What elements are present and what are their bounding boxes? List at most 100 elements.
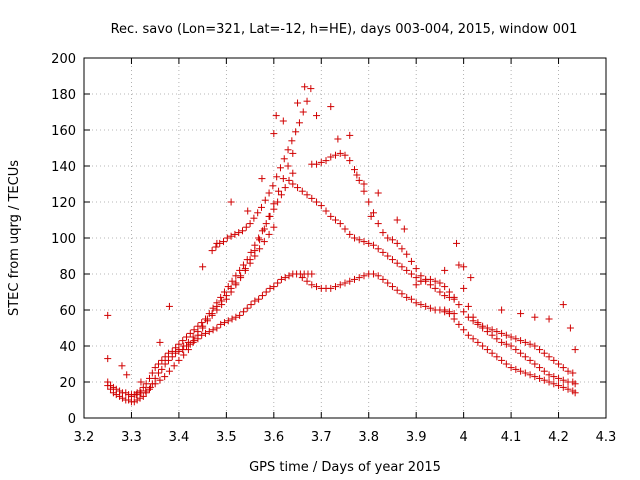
data-point [417, 277, 425, 285]
data-point [526, 371, 534, 379]
data-point [255, 234, 263, 242]
data-point [412, 265, 420, 273]
data-point [224, 317, 232, 325]
data-point [184, 346, 192, 354]
data-point [236, 311, 244, 319]
y-tick-label: 60 [59, 304, 76, 319]
data-point [388, 256, 396, 264]
data-point [161, 353, 169, 361]
data-point [498, 306, 506, 314]
data-point [298, 187, 306, 195]
tick-layer: 3.2 3.3 3.4 3.5 3.6 3.7 3.8 3.9 4 4.1 4.2 4.3 0 20 40 6… [51, 52, 616, 445]
data-point [498, 338, 506, 346]
data-point [258, 175, 266, 183]
data-point [265, 230, 273, 238]
data-point [441, 266, 449, 274]
data-point [246, 220, 254, 228]
data-point [379, 248, 387, 256]
data-point [374, 220, 382, 228]
data-point [137, 389, 145, 397]
data-point [517, 367, 525, 375]
y-tick-label: 20 [59, 376, 76, 391]
data-point [180, 342, 188, 350]
data-point [360, 238, 368, 246]
data-point [555, 374, 563, 382]
data-point [545, 315, 553, 323]
data-point [322, 157, 330, 165]
data-point [201, 329, 209, 337]
data-point [227, 198, 235, 206]
data-point [270, 223, 278, 231]
data-point [175, 356, 183, 364]
data-point [507, 364, 515, 372]
data-point [273, 173, 281, 181]
data-point [360, 187, 368, 195]
data-point [265, 189, 273, 197]
data-point [183, 333, 191, 341]
data-point [224, 283, 232, 291]
x-tick-label: 3.7 [311, 430, 332, 445]
data-point [545, 353, 553, 361]
data-point [227, 232, 235, 240]
y-tick-label: 180 [51, 88, 76, 103]
data-point [239, 308, 247, 316]
data-point [270, 130, 278, 138]
x-tick-label: 3.9 [406, 430, 427, 445]
data-point [379, 229, 387, 237]
data-point [148, 369, 156, 377]
data-point [228, 277, 236, 285]
data-point [244, 207, 252, 215]
data-point [327, 212, 335, 220]
data-point [379, 275, 387, 283]
data-point [303, 97, 311, 105]
data-point [431, 277, 439, 285]
data-point [388, 283, 396, 291]
data-point [564, 385, 572, 393]
data-point [545, 371, 553, 379]
data-point [281, 184, 289, 192]
data-point [350, 275, 358, 283]
data-point [294, 184, 302, 192]
data-point [536, 374, 544, 382]
data-point [407, 270, 415, 278]
data-point [540, 367, 548, 375]
data-point [460, 326, 468, 334]
data-point [403, 266, 411, 274]
data-point [400, 225, 408, 233]
x-tick-label: 4.1 [501, 430, 522, 445]
data-point [164, 356, 172, 364]
data-point [332, 283, 340, 291]
data-point [545, 378, 553, 386]
data-point [398, 263, 406, 271]
data-point [130, 398, 138, 406]
data-point [189, 338, 197, 346]
data-point [246, 259, 254, 267]
data-point [464, 302, 472, 310]
data-point [266, 284, 274, 292]
data-point [136, 394, 144, 402]
data-point [213, 306, 221, 314]
y-tick-label: 80 [59, 268, 76, 283]
data-point [493, 335, 501, 343]
data-point [346, 277, 354, 285]
data-point [313, 160, 321, 168]
data-point [241, 266, 249, 274]
data-point [279, 175, 287, 183]
data-point [123, 371, 131, 379]
data-point [346, 131, 354, 139]
data-point [251, 252, 259, 260]
data-point [299, 108, 307, 116]
data-point [280, 155, 288, 163]
data-point [507, 333, 515, 341]
data-point [104, 311, 112, 319]
data-point [222, 295, 230, 303]
data-point [360, 272, 368, 280]
data-point [327, 153, 335, 161]
data-point [531, 360, 539, 368]
data-point [521, 338, 529, 346]
data-point [426, 304, 434, 312]
data-point [360, 180, 368, 188]
data-point [334, 135, 342, 143]
data-point [350, 166, 358, 174]
